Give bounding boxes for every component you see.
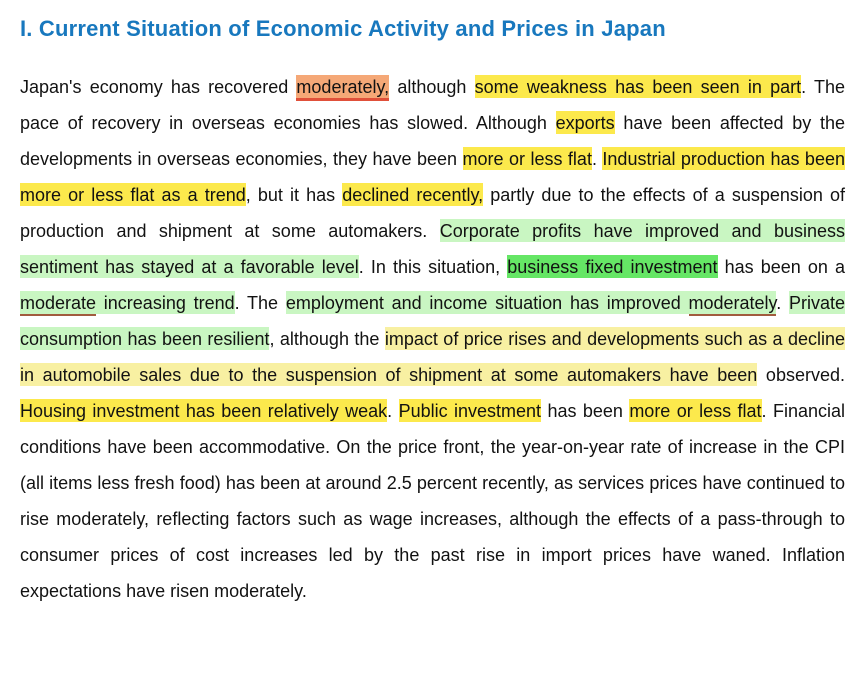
text-run: although [389, 77, 475, 97]
body-paragraph: Japan's economy has recovered moderately… [20, 69, 845, 609]
text-run: Japan's economy has recovered [20, 77, 297, 97]
highlighted-text-run: moderately [688, 291, 777, 316]
page-title: I. Current Situation of Economic Activit… [20, 16, 666, 41]
text-run: has been on a [717, 257, 845, 277]
highlighted-text-run: Housing investment has been relatively w… [20, 399, 388, 422]
highlighted-text-run: declined recently, [342, 183, 484, 206]
text-run: . The pace of recovery in overseas econo… [20, 77, 845, 133]
text-run: . Financial conditions have been accommo… [20, 401, 845, 601]
highlighted-text-run: increasing trend [96, 291, 235, 314]
text-run: , although the [269, 329, 385, 349]
highlighted-text-run: employment and income situation has impr… [285, 291, 689, 314]
text-run: . The [234, 293, 286, 313]
highlighted-text-run: exports [555, 111, 615, 134]
text-run: partly due to the effects of a suspensio… [20, 185, 846, 241]
highlighted-text-run: some weakness has been seen in part [474, 75, 802, 98]
highlighted-text-run: more or less flat [462, 147, 592, 170]
text-run: observed. [757, 365, 845, 385]
highlighted-text-run: moderate [20, 291, 97, 316]
text-run: , but it has [245, 185, 343, 205]
text-run: have been affected by the developments i… [20, 113, 845, 169]
text-run: . [387, 401, 399, 421]
text-run: . [591, 149, 603, 169]
highlighted-text-run: more or less flat [629, 399, 762, 422]
text-run: . In this situation, [358, 257, 508, 277]
text-run: has been [541, 401, 630, 421]
highlighted-text-run: business fixed investment [507, 255, 718, 278]
highlighted-text-run: Public investment [398, 399, 542, 422]
text-run: . [776, 293, 789, 313]
highlighted-text-run: moderately, [296, 75, 390, 101]
